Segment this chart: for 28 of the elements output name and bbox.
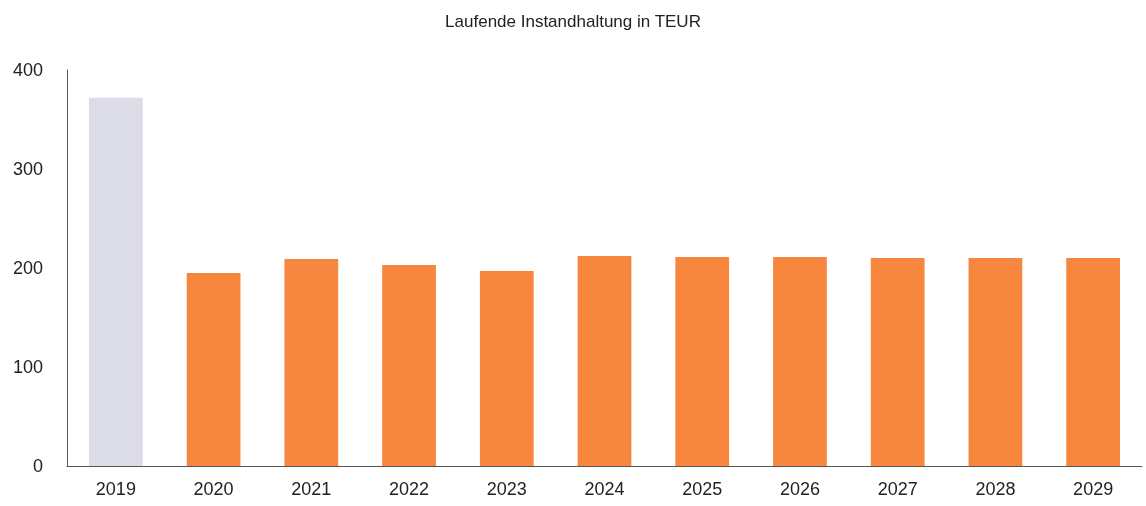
x-tick-label: 2029 <box>1073 479 1114 499</box>
x-tick-label: 2023 <box>486 479 527 499</box>
x-tick-label: 2026 <box>779 479 820 499</box>
x-tick-label: 2028 <box>975 479 1016 499</box>
bar <box>968 258 1023 466</box>
bar <box>479 270 534 466</box>
x-tick-label: 2025 <box>682 479 723 499</box>
x-tick-label: 2021 <box>291 479 332 499</box>
x-tick-label: 2024 <box>584 479 625 499</box>
y-tick-label: 300 <box>12 159 43 179</box>
bar <box>284 259 339 466</box>
bar <box>1066 258 1121 466</box>
bar <box>773 257 827 466</box>
bar <box>382 265 436 466</box>
bar <box>870 258 925 466</box>
y-tick-label: 100 <box>12 357 43 377</box>
bar <box>675 257 730 466</box>
x-tick-label: 2027 <box>877 479 918 499</box>
x-tick-label: 2020 <box>193 479 234 499</box>
bar <box>577 256 632 466</box>
y-tick-label: 400 <box>12 60 43 80</box>
y-tick-label: 0 <box>32 456 43 476</box>
bar <box>88 97 143 466</box>
x-tick-label: 2022 <box>389 479 430 499</box>
x-tick-label: 2019 <box>95 479 136 499</box>
chart-title: Laufende Instandhaltung in TEUR <box>445 12 701 31</box>
y-tick-label: 200 <box>12 258 43 278</box>
bar <box>186 272 241 466</box>
